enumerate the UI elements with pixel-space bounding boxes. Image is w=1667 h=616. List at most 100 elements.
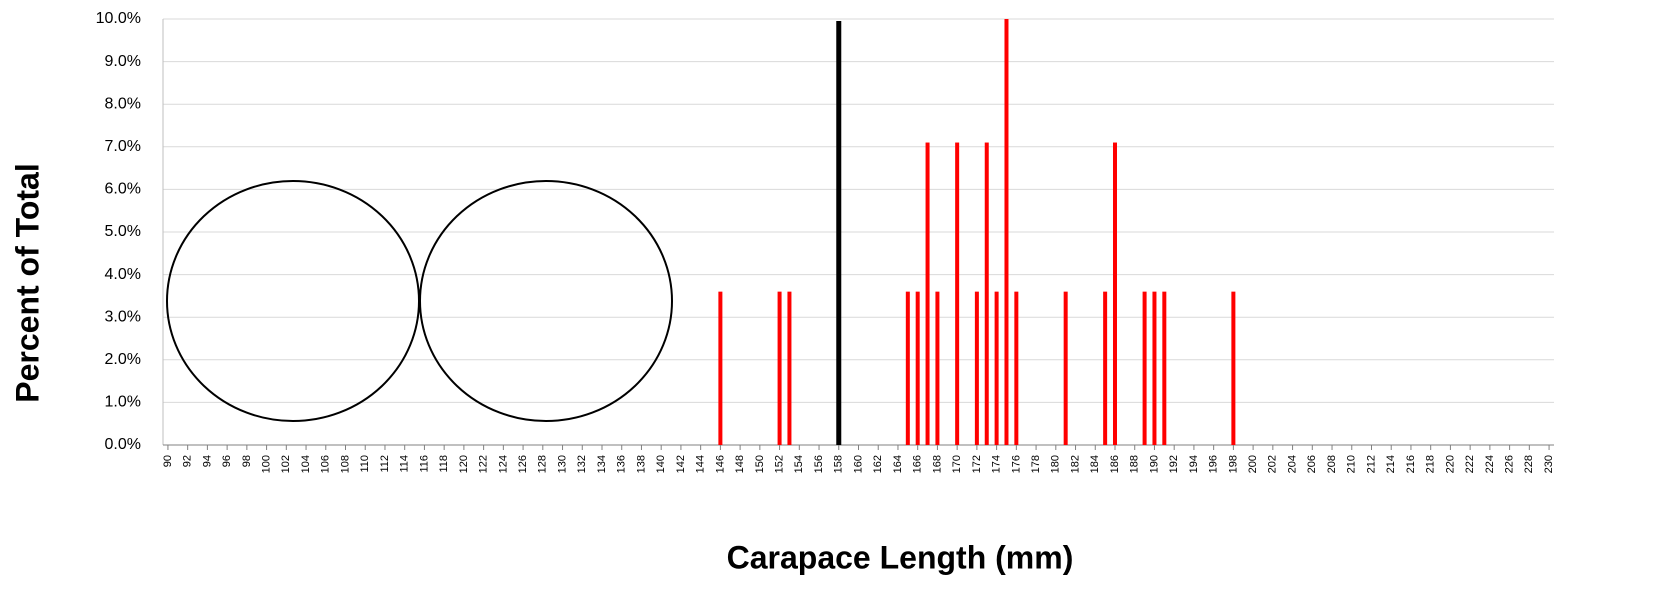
y-tick-label: 0.0% (105, 436, 141, 453)
x-tick-label: 178 (1030, 455, 1042, 473)
x-tick-label: 118 (438, 455, 450, 473)
grid (162, 18, 1554, 450)
ellipse (166, 180, 420, 422)
bar (905, 291, 910, 445)
x-tick-label: 92 (182, 455, 194, 467)
bar (984, 142, 989, 445)
bar (1231, 291, 1236, 445)
x-tick-label: 170 (951, 455, 963, 473)
y-tick-label: 3.0% (105, 308, 141, 325)
x-tick-label: 174 (991, 455, 1003, 473)
bar (777, 291, 782, 445)
x-tick-label: 146 (714, 455, 726, 473)
x-tick-label: 96 (221, 455, 233, 467)
x-tick-label: 204 (1286, 455, 1298, 473)
x-tick-label: 106 (320, 455, 332, 473)
x-tick-label: 162 (872, 455, 884, 473)
x-tick-label: 124 (497, 455, 509, 473)
x-tick-label: 166 (912, 455, 924, 473)
x-tick-label: 206 (1306, 455, 1318, 473)
x-tick-label: 94 (201, 455, 213, 467)
x-axis-title: Carapace Length (mm) (727, 539, 1074, 575)
x-tick-label: 130 (556, 455, 568, 473)
x-tick-label: 134 (596, 455, 608, 473)
x-tick-label: 136 (616, 455, 628, 473)
y-tick-label: 8.0% (105, 95, 141, 112)
bars (718, 19, 1236, 445)
x-tick-label: 190 (1148, 455, 1160, 473)
x-tick-label: 180 (1050, 455, 1062, 473)
bar (718, 291, 723, 445)
x-tick-label: 214 (1385, 455, 1397, 473)
y-tick-label: 4.0% (105, 266, 141, 283)
x-tick-label: 154 (793, 455, 805, 473)
bar (915, 291, 920, 445)
bar (1112, 142, 1117, 445)
bar (994, 291, 999, 445)
x-tick-label: 186 (1109, 455, 1121, 473)
y-tick-label: 9.0% (105, 53, 141, 70)
x-tick-label: 108 (339, 455, 351, 473)
bar (1152, 291, 1157, 445)
bar (1063, 291, 1068, 445)
bar (935, 291, 940, 445)
x-tick-label: 144 (695, 455, 707, 473)
x-tick-label: 226 (1504, 455, 1516, 473)
x-tick-label: 184 (1089, 455, 1101, 473)
x-tick-label: 168 (931, 455, 943, 473)
x-tick-label: 160 (852, 455, 864, 473)
x-tick-label: 218 (1425, 455, 1437, 473)
x-tick-label: 112 (379, 455, 391, 473)
x-tick-label: 98 (241, 455, 253, 467)
x-tick-label: 230 (1543, 455, 1555, 473)
x-tick-label: 140 (655, 455, 667, 473)
x-tick-label: 192 (1168, 455, 1180, 473)
x-tick-label: 212 (1365, 455, 1377, 473)
ellipse (419, 180, 673, 422)
x-tick-label: 156 (813, 455, 825, 473)
y-axis-title: Percent of Total (9, 163, 45, 402)
x-tick-label: 102 (280, 455, 292, 473)
y-tick-label: 7.0% (105, 138, 141, 155)
x-tick-label: 194 (1188, 455, 1200, 473)
x-tick-label: 220 (1444, 455, 1456, 473)
x-tick-label: 228 (1523, 455, 1535, 473)
x-tick-label: 188 (1129, 455, 1141, 473)
x-tick-label: 198 (1227, 455, 1239, 473)
y-tick-label: 2.0% (105, 351, 141, 368)
x-tick-label: 158 (833, 455, 845, 473)
x-tick-label: 210 (1346, 455, 1358, 473)
x-tick-label: 100 (260, 455, 272, 473)
x-tick-label: 116 (418, 455, 430, 473)
x-tick-label: 208 (1326, 455, 1338, 473)
x-tick-label: 222 (1464, 455, 1476, 473)
x-tick-label: 110 (359, 455, 371, 473)
y-tick-label: 6.0% (105, 181, 141, 198)
x-tick-label: 114 (399, 455, 411, 473)
x-tick-label: 104 (300, 455, 312, 473)
bar (925, 142, 930, 445)
x-tick-label: 132 (576, 455, 588, 473)
x-tick-label: 176 (1010, 455, 1022, 473)
bar (1162, 291, 1167, 445)
x-tick-label: 90 (162, 455, 174, 467)
x-tick-label: 138 (635, 455, 647, 473)
x-tick-label: 172 (971, 455, 983, 473)
bar (1103, 291, 1108, 445)
x-tick-label: 196 (1208, 455, 1220, 473)
x-tick-label: 202 (1267, 455, 1279, 473)
y-tick-label: 10.0% (96, 10, 141, 27)
bar (1004, 19, 1009, 445)
x-tick-label: 142 (675, 455, 687, 473)
x-tick-label: 200 (1247, 455, 1259, 473)
x-tick-label: 122 (478, 455, 490, 473)
bar (974, 291, 979, 445)
x-tick-label: 152 (773, 455, 785, 473)
x-tick-label: 148 (734, 455, 746, 473)
x-tick-label: 126 (517, 455, 529, 473)
x-tick-label: 128 (537, 455, 549, 473)
x-tick-label: 224 (1484, 455, 1496, 473)
x-tick-label: 164 (892, 455, 904, 473)
x-tick-label: 182 (1069, 455, 1081, 473)
